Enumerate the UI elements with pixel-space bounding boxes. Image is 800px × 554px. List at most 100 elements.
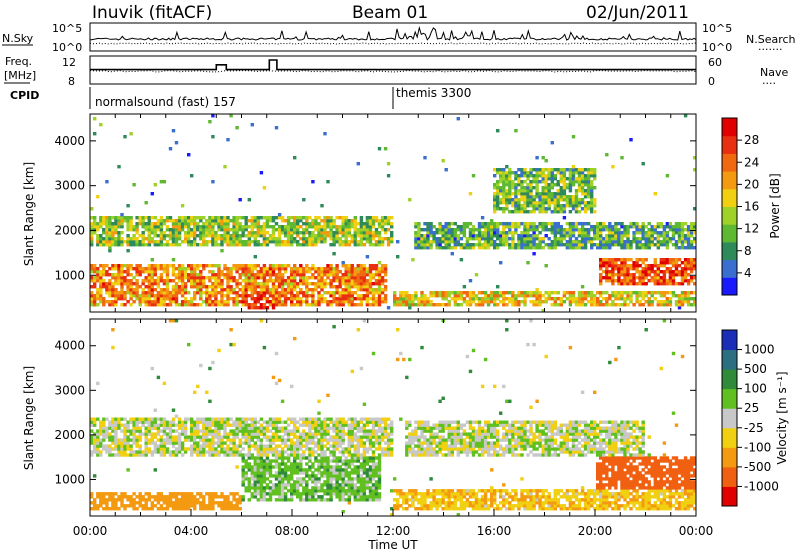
heatmap-cell <box>229 429 233 433</box>
heatmap-cell <box>211 240 215 244</box>
heatmap-cell <box>505 198 509 202</box>
heatmap-cell <box>223 441 227 445</box>
heatmap-cell <box>102 267 106 271</box>
heatmap-cell <box>329 294 333 298</box>
heatmap-cell <box>123 441 127 445</box>
heatmap-cell <box>187 300 191 304</box>
heatmap-cell <box>508 186 512 190</box>
heatmap-cell <box>438 246 442 250</box>
heatmap-cell <box>514 222 518 226</box>
heatmap-cell <box>671 279 676 283</box>
heatmap-cell <box>235 240 239 244</box>
heatmap-cell <box>187 435 191 439</box>
heatmap-cell <box>514 246 518 250</box>
heatmap-cell <box>471 246 476 250</box>
heatmap-cell <box>586 207 591 211</box>
heatmap-cell <box>486 228 491 232</box>
heatmap-cell <box>547 201 551 205</box>
heatmap-cell <box>480 237 485 241</box>
heatmap-cell <box>517 189 521 193</box>
heatmap-cell <box>344 267 348 271</box>
heatmap-cell <box>329 216 333 220</box>
heatmap-cell <box>526 222 530 226</box>
heatmap-cell <box>171 270 176 274</box>
heatmap-cell <box>314 276 318 280</box>
heatmap-cell <box>520 240 524 244</box>
heatmap-cell <box>190 435 194 439</box>
heatmap-cell <box>265 240 270 244</box>
heatmap-cell <box>565 201 570 205</box>
heatmap-cell <box>344 231 348 235</box>
heatmap-cell <box>465 240 470 244</box>
heatmap-cell <box>141 243 145 247</box>
heatmap-cell <box>96 303 100 307</box>
heatmap-cell <box>205 303 209 307</box>
heatmap-cell <box>105 417 109 421</box>
heatmap-cell <box>96 417 100 421</box>
heatmap-cell <box>238 198 242 202</box>
heatmap-cell <box>344 297 348 301</box>
heatmap-cell <box>314 225 318 229</box>
heatmap-cell <box>290 477 294 481</box>
heatmap-cell <box>117 417 121 421</box>
heatmap-cell <box>265 477 270 481</box>
heatmap-cell <box>356 276 360 280</box>
heatmap-cell <box>626 243 630 247</box>
heatmap-cell <box>193 444 197 448</box>
heatmap-cell <box>232 492 236 496</box>
heatmap-cell <box>202 279 206 283</box>
heatmap-cell <box>220 444 224 448</box>
heatmap-cell <box>235 294 239 298</box>
heatmap-cell <box>235 432 239 436</box>
heatmap-cell <box>117 423 121 427</box>
heatmap-cell <box>523 195 527 199</box>
heatmap-cell <box>420 246 424 250</box>
heatmap-cell <box>202 240 206 244</box>
heatmap-cell <box>623 279 627 283</box>
heatmap-cell <box>159 180 164 184</box>
heatmap-cell <box>371 297 376 301</box>
heatmap-cell <box>262 447 267 451</box>
heatmap-cell <box>362 267 367 271</box>
heatmap-cell <box>196 384 200 389</box>
heatmap-cell <box>608 279 612 283</box>
heatmap-cell <box>290 279 294 283</box>
heatmap-cell <box>305 291 309 295</box>
heatmap-cell <box>250 240 254 244</box>
heatmap-cell <box>583 228 588 232</box>
heatmap-cell <box>202 237 206 241</box>
heatmap-cell <box>326 303 330 307</box>
heatmap-cell <box>486 234 491 238</box>
heatmap-cell <box>596 297 600 301</box>
heatmap-cell <box>547 171 551 175</box>
heatmap-cell <box>253 420 257 424</box>
heatmap-cell <box>223 450 227 454</box>
heatmap-cell <box>656 279 660 283</box>
heatmap-cell <box>290 462 294 466</box>
heatmap-cell <box>126 444 130 448</box>
heatmap-cell <box>226 417 230 421</box>
heatmap-cell <box>232 297 236 301</box>
heatmap-cell <box>647 267 651 271</box>
heatmap-cell <box>144 504 148 508</box>
heatmap-cell <box>677 237 682 241</box>
heatmap-cell <box>308 465 312 469</box>
heatmap-cell <box>147 294 151 298</box>
heatmap-cell <box>377 285 382 289</box>
heatmap-cell <box>108 225 112 229</box>
heatmap-cell <box>138 504 142 508</box>
heatmap-cell <box>514 198 518 202</box>
heatmap-cell <box>211 237 215 241</box>
heatmap-cell <box>544 174 548 178</box>
heatmap-cell <box>244 222 248 226</box>
heatmap-cell <box>286 216 291 220</box>
heatmap-cell <box>323 219 327 223</box>
heatmap-cell <box>629 297 633 301</box>
heatmap-cell <box>217 237 221 241</box>
heatmap-cell <box>480 303 485 307</box>
heatmap-cell <box>586 201 591 205</box>
heatmap-cell <box>232 222 236 226</box>
heatmap-cell <box>399 303 403 307</box>
heatmap-cell <box>408 297 412 301</box>
heatmap-cell <box>229 417 233 421</box>
